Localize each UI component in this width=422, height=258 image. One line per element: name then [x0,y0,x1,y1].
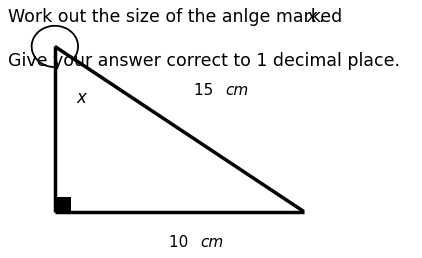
Text: $x$: $x$ [306,8,319,26]
Text: 10: 10 [169,235,193,250]
Text: .: . [318,8,324,26]
Text: cm: cm [226,83,249,98]
Text: 15: 15 [194,83,218,98]
Text: Give your answer correct to 1 decimal place.: Give your answer correct to 1 decimal pl… [8,52,400,70]
Text: cm: cm [200,235,224,250]
Text: Work out the size of the anlge marked: Work out the size of the anlge marked [8,8,348,26]
Bar [55,197,71,212]
Text: $x$: $x$ [76,89,89,107]
